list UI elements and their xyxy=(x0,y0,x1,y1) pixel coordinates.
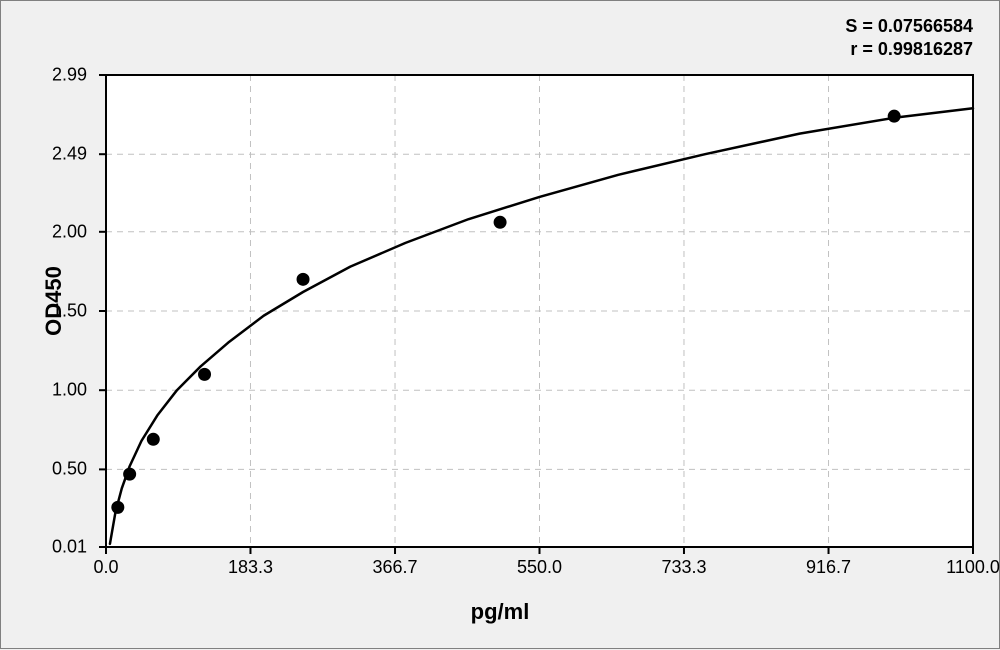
x-tick-label: 0.0 xyxy=(93,557,118,578)
x-tick-label: 733.3 xyxy=(661,557,706,578)
y-tick-label: 2.00 xyxy=(27,221,87,242)
x-tick-label: 1100.0 xyxy=(946,557,1000,578)
y-tick-label: 0.50 xyxy=(27,459,87,480)
y-tick-label: 1.00 xyxy=(27,380,87,401)
y-tick-label: 1.50 xyxy=(27,301,87,322)
x-tick-label: 183.3 xyxy=(228,557,273,578)
y-tick-label: 0.01 xyxy=(27,537,87,558)
x-tick-label: 550.0 xyxy=(517,557,562,578)
y-tick-label: 2.99 xyxy=(27,65,87,86)
plot-svg xyxy=(1,1,1000,650)
plot-wrap xyxy=(1,1,1000,650)
x-tick-label: 366.7 xyxy=(372,557,417,578)
y-tick-label: 2.49 xyxy=(27,144,87,165)
x-axis-label: pg/ml xyxy=(1,599,999,625)
chart-container: { "chart": { "type": "scatter-with-fit",… xyxy=(0,0,1000,649)
x-tick-label: 916.7 xyxy=(806,557,851,578)
